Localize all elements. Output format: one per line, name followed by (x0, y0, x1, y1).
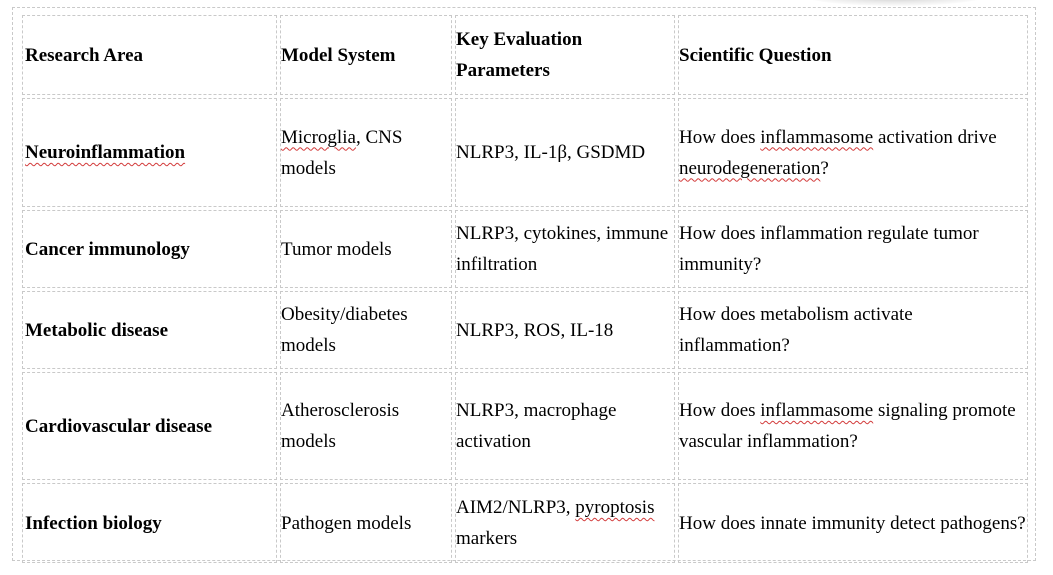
question-text: activation drive (873, 126, 997, 148)
parameters-cell: NLRP3, IL-1β, GSDMD (455, 98, 675, 207)
model-system-cell: Obesity/diabetes models (280, 291, 452, 369)
parameters-text: AIM2/NLRP3, (456, 497, 576, 518)
question-text: inflammasome (760, 400, 874, 421)
question-cell: How does inflammasome activation drive n… (678, 98, 1028, 207)
model-system-text: , CNS models (281, 126, 403, 179)
parameters-cell: NLRP3, ROS, IL-18 (455, 291, 675, 369)
parameters-cell: NLRP3, cytokines, immune infiltration (455, 210, 675, 288)
table-header-row: Research Area Model System Key Evaluatio… (22, 15, 1028, 95)
table-row: Neuroinflammation Microglia, CNS models … (22, 98, 1028, 207)
table-row: Metabolic disease Obesity/diabetes model… (22, 291, 1028, 369)
header-model-system: Model System (280, 15, 452, 95)
table-row: Cancer immunology Tumor models NLRP3, cy… (22, 210, 1028, 288)
research-area-cell: Cardiovascular disease (22, 372, 277, 480)
model-system-cell: Microglia, CNS models (280, 98, 452, 207)
research-area-cell: Cancer immunology (22, 210, 277, 288)
model-system-cell: Atherosclerosis models (280, 372, 452, 480)
question-cell: How does innate immunity detect pathogen… (678, 483, 1028, 563)
question-text: inflammasome (760, 126, 874, 148)
parameters-cell: AIM2/NLRP3, pyroptosis markers (455, 483, 675, 563)
research-area-text: Neuroinflammation (25, 142, 186, 163)
model-system-cell: Tumor models (280, 210, 452, 288)
question-text: How does (679, 126, 761, 148)
table-row: Infection biology Pathogen models AIM2/N… (22, 483, 1028, 563)
research-table: Research Area Model System Key Evaluatio… (19, 12, 1031, 566)
header-key-evaluation-parameters: Key Evaluation Parameters (455, 15, 675, 95)
table-row: Cardiovascular disease Atherosclerosis m… (22, 372, 1028, 480)
research-area-cell: Metabolic disease (22, 291, 277, 369)
parameters-cell: NLRP3, macrophage activation (455, 372, 675, 480)
top-shadow-decoration (800, 0, 990, 6)
research-table-container: Research Area Model System Key Evaluatio… (12, 7, 1036, 563)
header-scientific-question: Scientific Question (678, 15, 1028, 95)
model-system-text: Microglia (281, 126, 356, 148)
question-cell: How does inflammation regulate tumor imm… (678, 210, 1028, 288)
research-area-cell: Neuroinflammation (22, 98, 277, 207)
parameters-text: markers (456, 528, 518, 549)
model-system-cell: Pathogen models (280, 483, 452, 563)
question-text: How does (679, 400, 761, 421)
parameters-text: pyroptosis (575, 497, 655, 518)
question-cell: How does inflammasome signaling promote … (678, 372, 1028, 480)
header-research-area: Research Area (22, 15, 277, 95)
question-text: signaling promote vascular inflammation? (679, 400, 1016, 452)
question-cell: How does metabolism activate inflammatio… (678, 291, 1028, 369)
research-area-cell: Infection biology (22, 483, 277, 563)
question-text: neurodegeneration (679, 157, 821, 179)
question-text: ? (820, 157, 829, 179)
